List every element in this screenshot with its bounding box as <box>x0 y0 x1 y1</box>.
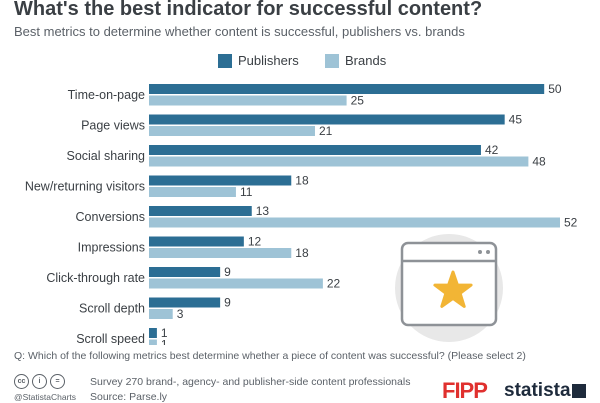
bar-brands-click-through-rate <box>149 278 323 289</box>
bars: Time-on-page 50 25 Page views 45 21 Social sha… <box>25 82 578 345</box>
legend-item-publishers: Publishers <box>218 53 299 68</box>
bar-publishers-page-views <box>149 114 505 125</box>
bar-brands-page-views <box>149 126 315 136</box>
legend-label-brands: Brands <box>345 53 387 68</box>
category-label-time-on-page: Time-on-page <box>68 88 145 102</box>
fipp-logo: FIPP <box>442 378 488 403</box>
bar-brands-scroll-depth <box>149 309 173 319</box>
value-label-publishers-scroll-speed: 1 <box>161 326 168 340</box>
value-label-publishers-click-through-rate: 9 <box>224 265 231 279</box>
statista-logo-mark <box>572 384 586 398</box>
statista-logo: statista <box>504 380 571 401</box>
legend-item-brands: Brands <box>325 53 386 68</box>
category-label-scroll-depth: Scroll depth <box>79 301 145 315</box>
statista-charts-handle: @StatistaCharts <box>14 392 77 402</box>
value-label-brands-social-sharing: 48 <box>532 155 546 169</box>
no-derivatives-icon: = <box>50 374 65 389</box>
illustration-dot-2 <box>486 250 490 254</box>
license-icons: cc i = <box>14 374 65 389</box>
bar-brands-time-on-page <box>149 95 347 106</box>
category-label-social-sharing: Social sharing <box>66 149 145 163</box>
chart-subtitle: Best metrics to determine whether conten… <box>14 24 465 39</box>
star-icon <box>433 270 473 308</box>
bar-brands-social-sharing <box>149 156 529 167</box>
bar-chart: Time-on-page 50 25 Page views 45 21 Social sha… <box>25 82 578 345</box>
value-label-publishers-social-sharing: 42 <box>485 143 499 157</box>
value-label-brands-new-returning-visitors: 11 <box>240 185 253 199</box>
bar-publishers-click-through-rate <box>149 267 221 277</box>
category-label-impressions: Impressions <box>78 240 145 254</box>
bar-publishers-scroll-depth <box>149 297 221 308</box>
value-label-publishers-scroll-depth: 9 <box>224 296 231 310</box>
value-label-brands-click-through-rate: 22 <box>327 277 341 291</box>
browser-window-star-icon <box>395 234 503 342</box>
chart-title: What's the best indicator for successful… <box>14 0 483 20</box>
category-label-conversions: Conversions <box>76 210 145 224</box>
legend-swatch-brands <box>325 53 339 68</box>
survey-note: Survey 270 brand-, agency- and publisher… <box>90 376 411 388</box>
value-label-publishers-conversions: 13 <box>256 204 270 218</box>
value-label-brands-scroll-speed: 1 <box>161 338 168 346</box>
value-label-brands-impressions: 18 <box>295 246 309 260</box>
category-label-click-through-rate: Click-through rate <box>46 271 145 285</box>
category-label-scroll-speed: Scroll speed <box>76 332 145 345</box>
value-label-publishers-page-views: 45 <box>509 113 523 127</box>
category-label-new-returning-visitors: New/returning visitors <box>25 179 145 193</box>
value-label-brands-conversions: 52 <box>564 216 578 230</box>
legend: Publishers Brands <box>0 52 600 72</box>
bar-brands-scroll-speed <box>149 339 157 345</box>
value-label-publishers-time-on-page: 50 <box>548 82 562 96</box>
bar-brands-new-returning-visitors <box>149 187 236 197</box>
bar-brands-conversions <box>149 217 560 228</box>
cc-icon: cc <box>14 374 29 389</box>
value-label-brands-scroll-depth: 3 <box>177 307 184 321</box>
bar-publishers-time-on-page <box>149 84 545 94</box>
bar-publishers-scroll-speed <box>149 328 157 338</box>
category-label-page-views: Page views <box>81 118 145 132</box>
value-label-publishers-new-returning-visitors: 18 <box>295 174 309 188</box>
legend-label-publishers: Publishers <box>238 53 299 68</box>
bar-publishers-conversions <box>149 206 252 216</box>
value-label-publishers-impressions: 12 <box>248 235 262 249</box>
survey-question: Q: Which of the following metrics best d… <box>14 350 526 362</box>
bar-brands-impressions <box>149 248 292 258</box>
value-label-brands-time-on-page: 25 <box>351 94 365 108</box>
illustration-dot-1 <box>478 250 482 254</box>
bar-publishers-impressions <box>149 236 244 247</box>
bar-publishers-new-returning-visitors <box>149 175 292 186</box>
legend-swatch-publishers <box>218 53 232 68</box>
value-label-brands-page-views: 21 <box>319 124 333 138</box>
bar-publishers-social-sharing <box>149 145 481 155</box>
attribution-icon: i <box>32 374 47 389</box>
source-note: Source: Parse.ly <box>90 391 168 403</box>
